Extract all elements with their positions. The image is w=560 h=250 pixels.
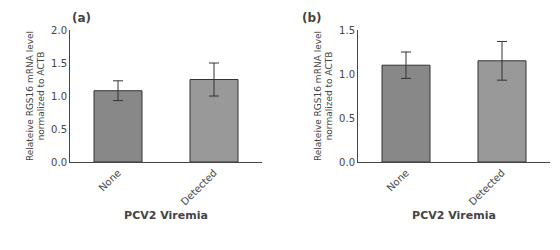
svg-text:PCV2 Viremia: PCV2 Viremia [124,209,208,222]
svg-text:None: None [97,167,123,193]
svg-text:0.0: 0.0 [51,157,67,168]
svg-text:1.0: 1.0 [339,69,355,80]
svg-text:1.0: 1.0 [51,91,67,102]
svg-text:0.5: 0.5 [51,124,67,135]
svg-text:2.0: 2.0 [51,25,67,36]
svg-text:0.5: 0.5 [339,113,355,124]
svg-text:Detected: Detected [467,167,507,207]
svg-text:Relateive RGS16 mRNA levelnorm: Relateive RGS16 mRNA levelnormalized to … [25,31,47,161]
svg-text:Relateive RGS16 mRNA levelnorm: Relateive RGS16 mRNA levelnormalized to … [313,31,335,161]
svg-text:(a): (a) [72,11,91,25]
svg-text:1.5: 1.5 [339,25,355,36]
svg-text:Detected: Detected [179,167,219,207]
svg-text:0.0: 0.0 [339,157,355,168]
svg-text:PCV2 Viremia: PCV2 Viremia [412,209,496,222]
svg-text:1.5: 1.5 [51,58,67,69]
svg-text:(b): (b) [302,11,322,25]
svg-text:None: None [385,167,411,193]
